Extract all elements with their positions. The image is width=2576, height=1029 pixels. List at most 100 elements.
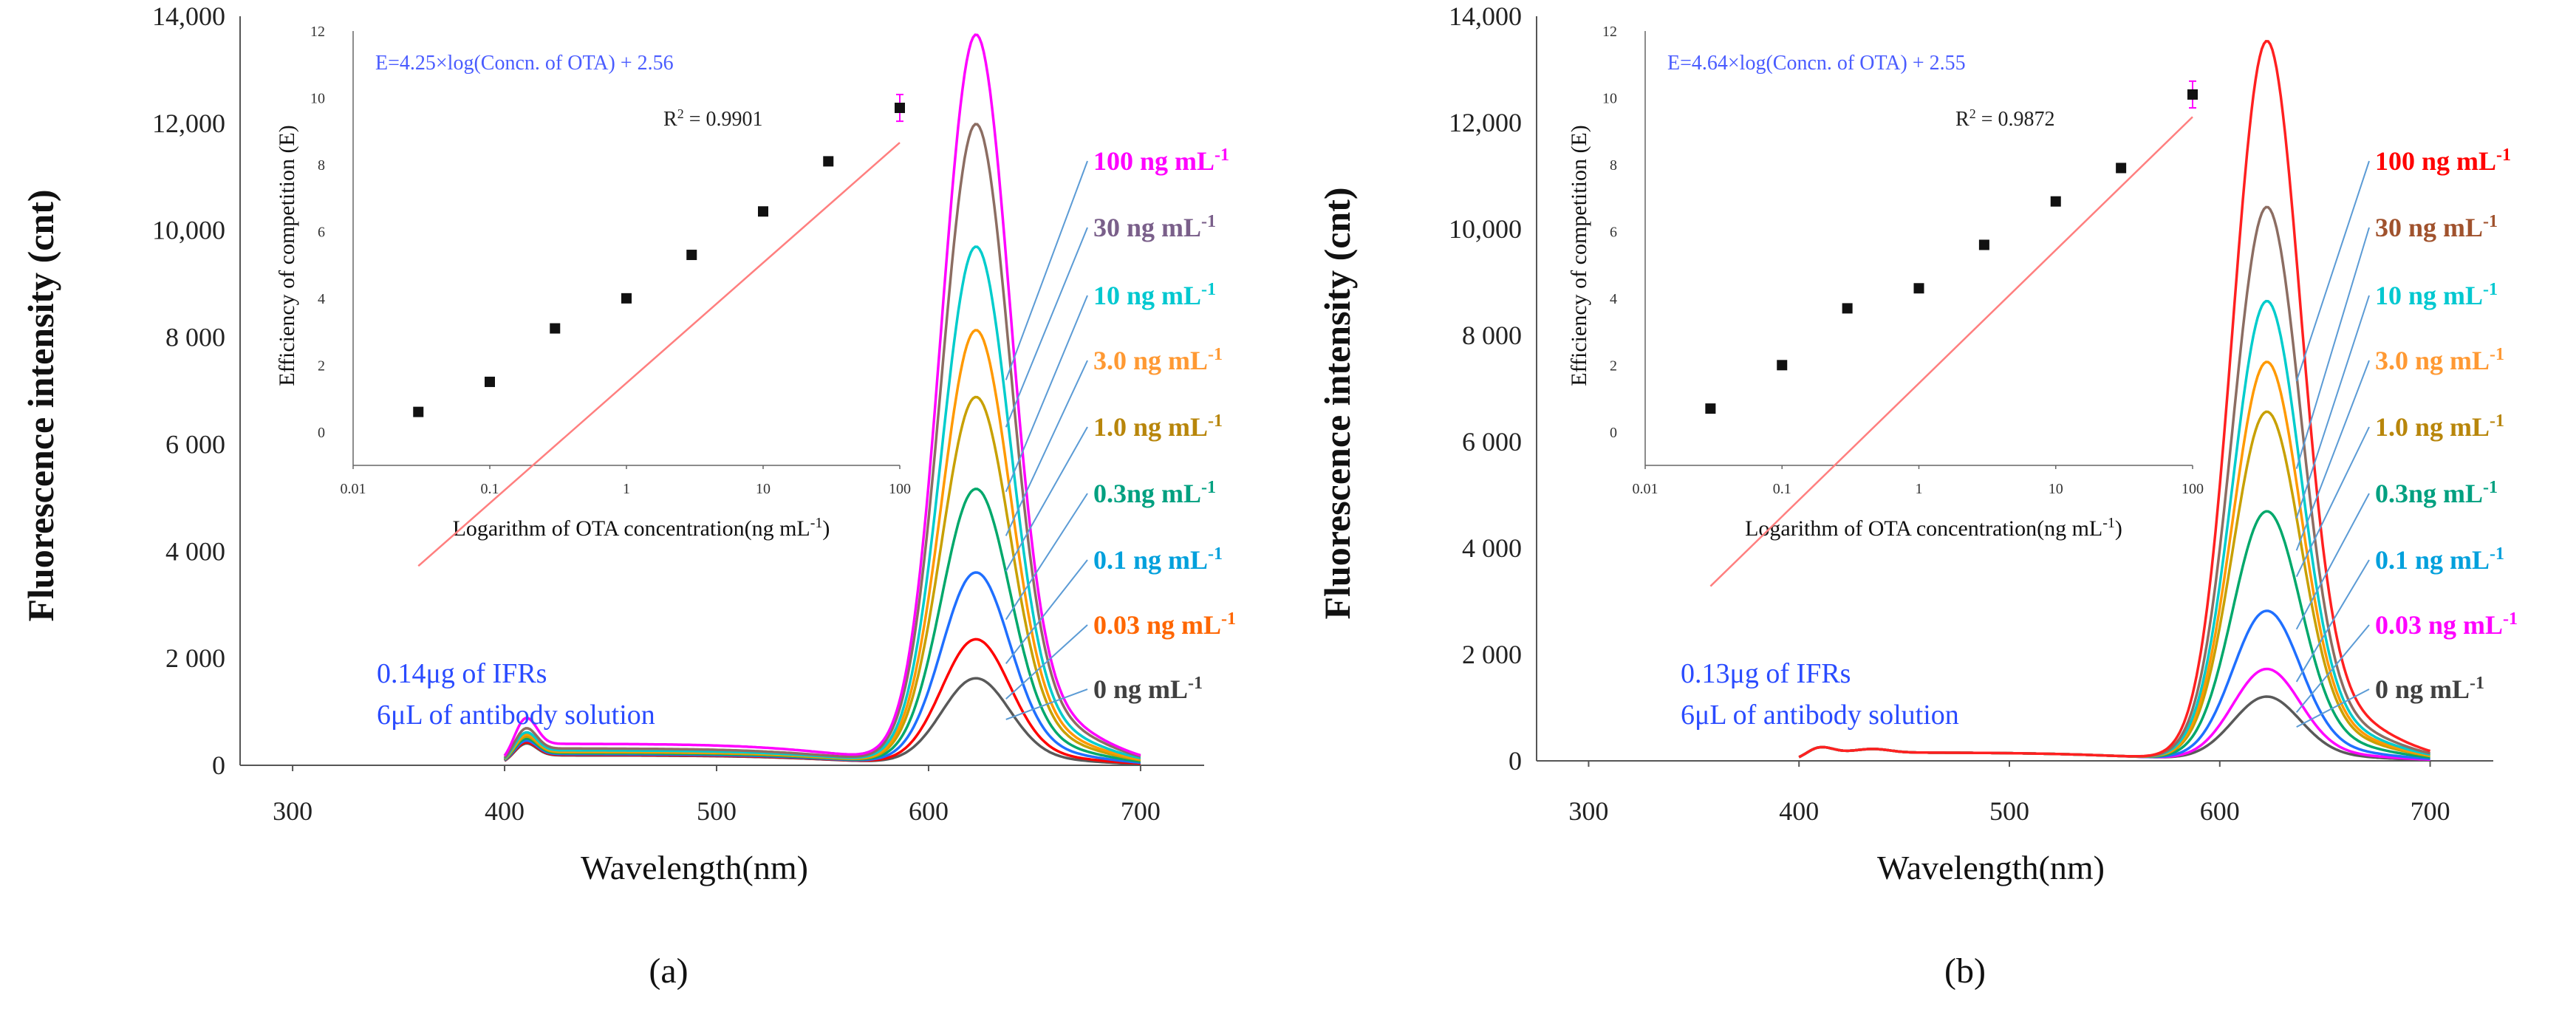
- inset-data-point: [1777, 360, 1788, 371]
- series-leader-line: [2295, 295, 2370, 519]
- y-axis-title: Fluorescence intensity (cnt): [1316, 187, 1358, 619]
- series-leader-line: [2295, 559, 2370, 683]
- spectrum-line: [503, 33, 1141, 757]
- inset-x-tick-label: 1: [623, 481, 630, 497]
- inset-data-point: [1842, 303, 1853, 314]
- series-label-sup: -1: [2496, 146, 2511, 165]
- inset-x-tick-label: 1: [1916, 481, 1923, 497]
- series-label: 0 ng mL-1: [2375, 674, 2484, 704]
- inset-data-point: [485, 376, 495, 387]
- inset-r-squared: R2 = 0.9872: [1955, 106, 2054, 131]
- series-label: 1.0 ng mL-1: [2375, 411, 2504, 442]
- series-leader-line: [2296, 688, 2370, 728]
- series-label-sup: -1: [1188, 674, 1203, 693]
- inset-data-point: [895, 103, 905, 114]
- y-tick-label: 14,000: [152, 1, 225, 31]
- inset-y-tick-label: 12: [1602, 24, 1617, 40]
- inset-r-squared-label: R: [663, 108, 677, 131]
- inset-data-point: [686, 250, 697, 261]
- series-leader-line: [2295, 426, 2370, 578]
- series-label-text: 1.0 ng mL: [2375, 412, 2490, 442]
- series-label: 0 ng mL-1: [1093, 674, 1203, 704]
- inset-y-tick-label: 2: [318, 358, 325, 374]
- series-label-text: 0.03 ng mL: [1093, 610, 1221, 640]
- inset-x-axis-title-end: ): [822, 516, 830, 541]
- inset-x-tick-label: 10: [2049, 481, 2063, 497]
- inset-y-tick-label: 6: [1610, 224, 1617, 240]
- y-tick-label: 4 000: [1462, 533, 1522, 563]
- inset-y-tick-label: 8: [318, 157, 325, 174]
- series-leader-line: [2295, 227, 2370, 469]
- inset-r-squared-value: = 0.9872: [1976, 108, 2055, 131]
- x-tick-label: 600: [909, 796, 949, 826]
- inset-x-axis-title-sup: -1: [2102, 515, 2115, 531]
- x-tick-label: 600: [2200, 796, 2240, 826]
- y-tick-label: 0: [1509, 746, 1522, 776]
- inset-data-point: [413, 406, 424, 417]
- series-leader-line: [1005, 360, 1088, 536]
- panel-caption: (a): [649, 951, 688, 991]
- series-label-sup: -1: [2490, 411, 2504, 431]
- inset-y-tick-label: 4: [318, 291, 325, 307]
- series-label-text: 30 ng mL: [2375, 213, 2483, 242]
- inset-y-tick-label: 10: [310, 90, 325, 106]
- inset-data-point: [1978, 239, 1989, 250]
- inset-x-axis-title: Logarithm of OTA concentration(ng mL-1): [1745, 515, 2122, 541]
- x-tick-label: 300: [1568, 796, 1608, 826]
- series-label-text: 0.1 ng mL: [2375, 545, 2490, 575]
- series-label: 0.1 ng mL-1: [1093, 544, 1223, 575]
- series-label-sup: -1: [1201, 478, 1216, 497]
- annotation-text: 0.14μg of IFRs: [377, 658, 547, 689]
- series-leader-line: [1005, 624, 1088, 700]
- series-leader-line: [2295, 624, 2370, 714]
- inset-x-tick-label: 100: [2182, 481, 2204, 497]
- series-label-sup: -1: [2490, 544, 2504, 564]
- inset-y-tick-label: 4: [1610, 291, 1617, 307]
- series-label: 10 ng mL-1: [1093, 280, 1216, 310]
- series-label-sup: -1: [1214, 146, 1229, 165]
- inset-r-squared-sup: 2: [1969, 106, 1976, 121]
- series-label: 0.1 ng mL-1: [2375, 544, 2504, 575]
- series-label-text: 30 ng mL: [1093, 213, 1201, 242]
- series-leader-line: [1005, 426, 1088, 572]
- inset-data-point: [823, 156, 834, 167]
- inset-equation: E=4.64×log(Concn. of OTA) + 2.55: [1667, 52, 1966, 75]
- x-tick-label: 400: [485, 796, 525, 826]
- inset-r-squared-sup: 2: [677, 106, 684, 121]
- series-label: 0.03 ng mL-1: [2375, 609, 2518, 640]
- x-tick-label: 400: [1779, 796, 1819, 826]
- inset-x-tick-label: 0.1: [1773, 481, 1791, 497]
- inset-x-tick-label: 0.01: [341, 481, 366, 497]
- series-leader-line: [1005, 493, 1088, 621]
- y-tick-label: 2 000: [1462, 640, 1522, 669]
- x-axis-title: Wavelength(nm): [581, 849, 808, 886]
- series-label-sup: -1: [2503, 609, 2518, 629]
- y-tick-label: 8 000: [165, 323, 225, 352]
- inset-data-point: [550, 323, 561, 334]
- inset-y-tick-label: 8: [1610, 157, 1617, 174]
- series-leader-line: [2295, 160, 2370, 382]
- series-leader-line: [1005, 295, 1088, 493]
- spectrum-line: [503, 123, 1141, 759]
- series-label-text: 0 ng mL: [1093, 674, 1188, 704]
- inset-y-tick-label: 12: [310, 24, 325, 40]
- y-tick-label: 14,000: [1449, 1, 1522, 31]
- series-label-text: 0 ng mL: [2375, 674, 2470, 704]
- series-label-sup: -1: [1208, 544, 1223, 564]
- series-label-sup: -1: [2490, 345, 2504, 364]
- inset-data-point: [2050, 196, 2061, 207]
- annotation-text: 0.13μg of IFRs: [1681, 658, 1851, 689]
- inset-y-tick-label: 0: [1610, 425, 1617, 441]
- x-tick-label: 700: [1121, 796, 1161, 826]
- inset-y-tick-label: 0: [318, 425, 325, 441]
- y-tick-label: 10,000: [1449, 214, 1522, 244]
- series-leader-line: [2295, 360, 2370, 551]
- inset-r-squared-label: R: [1955, 108, 1969, 131]
- series-leader-line: [1005, 688, 1088, 720]
- y-tick-label: 0: [212, 751, 225, 780]
- series-label-text: 3.0 ng mL: [2375, 346, 2490, 375]
- series-label-sup: -1: [2483, 212, 2498, 231]
- series-label: 1.0 ng mL-1: [1093, 411, 1223, 442]
- series-label-text: 3.0 ng mL: [1093, 346, 1208, 375]
